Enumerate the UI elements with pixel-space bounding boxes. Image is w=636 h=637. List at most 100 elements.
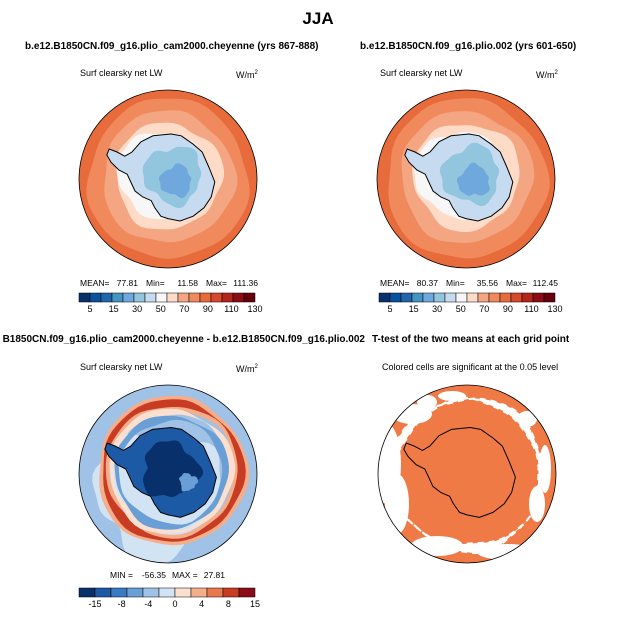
coastline <box>403 426 516 518</box>
colorbar-swatch <box>238 587 256 598</box>
colorbar-tick-label: 30 <box>432 304 442 314</box>
colorbar-swatch <box>532 292 545 303</box>
max-value: 111.36 <box>233 278 258 288</box>
colorbar-swatch <box>188 292 201 303</box>
colorbar-tick-label: 70 <box>479 304 489 314</box>
stats-row: MEAN= 80.37 Min= 35.56 Max= 112.45 <box>380 278 558 288</box>
colorbar-swatch <box>488 292 501 303</box>
colorbar-tick-label: 30 <box>132 304 142 314</box>
non-significant-cells <box>411 536 463 556</box>
colorbar-swatch <box>221 292 234 303</box>
map-border <box>78 384 258 564</box>
colorbar-swatch <box>190 587 208 598</box>
min-value: -56.35 <box>142 570 166 580</box>
contour-band <box>179 473 199 492</box>
colorbar-swatch <box>78 292 91 303</box>
map-panel-3 <box>78 384 258 564</box>
colorbar-tick-label: 110 <box>524 304 538 314</box>
map-border <box>78 89 258 269</box>
colorbar-swatch <box>111 292 124 303</box>
panel3-title: B1850CN.f09_g16.plio_cam2000.cheyenne - … <box>0 334 365 345</box>
colorbar-swatch <box>444 292 457 303</box>
colorbar-swatch <box>499 292 512 303</box>
units-label: W/m2 <box>236 70 259 80</box>
panel1-subtitle: Surf clearsky net LW <box>80 68 163 78</box>
colorbar-tick-label: -4 <box>144 599 152 609</box>
colorbar-tick-label: 8 <box>226 599 231 609</box>
colorbar-swatch <box>166 292 179 303</box>
colorbar-swatch <box>78 587 96 598</box>
colorbar-swatch <box>422 292 435 303</box>
map-panel-4 <box>377 384 557 564</box>
colorbar-tick-label: 130 <box>247 304 262 314</box>
colorbar-swatch <box>122 292 135 303</box>
colorbar-swatch <box>222 587 240 598</box>
map-panel-2 <box>376 89 556 269</box>
colorbar-swatch <box>206 587 224 598</box>
colorbar-swatch <box>400 292 413 303</box>
stats-row: MIN = -56.35 MAX = 27.81 <box>110 570 225 580</box>
colorbar-tick-label: 15 <box>409 304 419 314</box>
min-value: 11.58 <box>177 278 198 288</box>
colorbar-swatch <box>543 292 556 303</box>
page-title: JJA <box>302 9 334 28</box>
panel1-title: b.e12.B1850CN.f09_g16.plio_cam2000.cheye… <box>25 41 319 52</box>
stats-row: MEAN= 77.81 Min= 11.58 Max= 111.36 <box>80 278 258 288</box>
panel4-subtitle: Colored cells are significant at the 0.0… <box>382 362 558 372</box>
max-label: MAX = <box>172 570 198 580</box>
colorbar-swatch <box>199 292 212 303</box>
colorbar-tick-label: -8 <box>118 599 126 609</box>
units-label: W/m2 <box>236 364 259 374</box>
colorbar-tick-label: 50 <box>456 304 466 314</box>
non-significant-cells <box>529 486 545 522</box>
colorbar-swatch <box>144 292 157 303</box>
contour-band <box>457 162 490 196</box>
mean-label: MEAN= <box>380 278 410 288</box>
colorbar-swatch <box>210 292 223 303</box>
coastline <box>104 426 217 518</box>
colorbar-tick-label: 110 <box>224 304 238 314</box>
colorbar-swatch <box>378 292 391 303</box>
colorbar-swatch <box>110 587 128 598</box>
colorbar-swatch <box>177 292 190 303</box>
max-value: 27.81 <box>204 570 226 580</box>
panel1-colorbar: 5 15 30 50 70 90 110 130 <box>78 292 263 314</box>
colorbar-swatch <box>466 292 479 303</box>
max-label: Max= <box>506 278 527 288</box>
coastline <box>106 133 216 222</box>
units-label: W/m2 <box>536 70 559 80</box>
panel3-subtitle: Surf clearsky net LW <box>80 362 163 372</box>
min-label: Min= <box>146 278 165 288</box>
colorbar-tick-label: 0 <box>172 599 177 609</box>
colorbar-swatch <box>389 292 402 303</box>
mean-value: 80.37 <box>417 278 439 288</box>
colorbar-tick-label: 5 <box>387 304 392 314</box>
map-border <box>376 89 556 269</box>
colorbar-tick-label: 70 <box>179 304 189 314</box>
colorbar-swatch <box>232 292 245 303</box>
map-border <box>377 384 557 564</box>
non-significant-cells <box>388 396 545 555</box>
colorbar-swatch <box>100 292 113 303</box>
max-value: 112.45 <box>533 278 559 288</box>
colorbar-tick-label: -15 <box>88 599 101 609</box>
map-panel-1 <box>78 89 258 269</box>
colorbar-swatch <box>433 292 446 303</box>
colorbar-tick-label: 4 <box>199 599 204 609</box>
colorbar-swatch <box>158 587 176 598</box>
colorbar-tick-label: 15 <box>250 599 260 609</box>
colorbar-tick-label: 50 <box>156 304 166 314</box>
panel3-colorbar: -15 -8 -4 0 4 8 15 <box>78 587 260 609</box>
non-significant-cells <box>417 395 437 409</box>
colorbar-swatch <box>89 292 102 303</box>
colorbar-swatch <box>133 292 146 303</box>
min-label: MIN = <box>110 570 133 580</box>
colorbar-swatch <box>411 292 424 303</box>
colorbar-swatch <box>142 587 160 598</box>
significant-cells <box>378 385 556 563</box>
colorbar-tick-label: 90 <box>503 304 513 314</box>
colorbar-swatch <box>155 292 168 303</box>
colorbar-swatch <box>243 292 256 303</box>
colorbar-swatch <box>521 292 534 303</box>
